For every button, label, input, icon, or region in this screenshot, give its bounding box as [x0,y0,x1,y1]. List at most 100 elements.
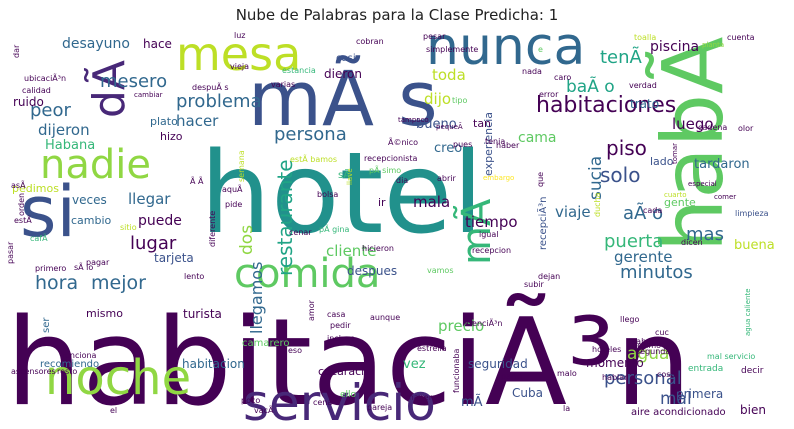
cloud-word: piso [606,136,647,160]
cloud-word: ser [41,317,52,333]
cloud-word: pasar [6,241,15,264]
cloud-word: camarero [242,338,290,349]
cloud-word: lado [650,155,674,168]
cloud-word: habÃ [644,37,742,253]
cloud-word: Cuba [512,386,543,400]
cloud-word: agua caliente [744,288,752,336]
cloud-word: error [539,90,559,99]
cloud-word: poco [241,396,260,405]
cloud-word: dicen [681,238,703,247]
cloud-word: habitacion [182,357,245,371]
cloud-word: momento [586,356,644,370]
cloud-word: asÃ [11,180,26,190]
cloud-word: cambiar [134,91,163,99]
cloud-word: mÃ s [248,54,438,143]
cloud-word: tardaron [694,157,750,172]
cloud-word: mala [413,193,450,211]
cloud-word: restaurante [273,159,297,276]
cloud-word: Ã Ã [190,176,204,186]
cloud-word: hotel [200,129,483,259]
cloud-word: dos [237,225,257,255]
cloud-word: malo [557,369,577,378]
cloud-word: que [536,172,545,187]
cloud-word: incluso [327,334,355,343]
cloud-word: estrella [417,344,447,353]
cloud-word: mejor [91,272,146,294]
cloud-word: luz [234,31,246,40]
cloud-word: tampoco [398,116,429,124]
cloud-word: trato [630,97,659,111]
cloud-word: dÃ [83,60,135,118]
cloud-word: mÃ [461,394,483,410]
cloud-word: primero [35,264,66,273]
cloud-word: llave [346,168,354,185]
cloud-word: pareja [367,403,392,412]
cloud-word: agua [627,344,669,364]
cloud-word: despuÃ s [192,82,229,92]
cloud-word: subir [524,280,545,289]
cloud-word: hizo [160,130,183,143]
cloud-word: entrada [688,364,723,374]
cloud-word: noche [45,350,191,406]
cloud-word: sitio [120,223,137,232]
cloud-word: varias [271,80,295,89]
cloud-word: cenar [289,228,312,237]
cloud-word: dia [396,176,408,185]
cloud-word: puerta [604,231,663,252]
cloud-word: habitaciÃ³n [6,294,691,429]
cloud-word: hacer [176,112,219,130]
cloud-word: problema [176,91,262,112]
cloud-word: pedir [330,321,351,330]
cloud-word: creo [434,141,462,156]
cloud-word: mesero [100,71,167,92]
cloud-word: cadena [698,123,727,132]
cloud-word: Habana [45,138,95,153]
cloud-word: primera [676,387,723,401]
cloud-word: pÃ gina [319,224,349,234]
cloud-word: pues [453,140,472,149]
cloud-word: lugar [130,233,177,254]
cloud-word: cena [313,398,332,407]
cloud-word: recepcionista [364,154,418,163]
cloud-word: cobran [356,37,384,46]
cloud-word: abrir [437,174,456,183]
cloud-word: pequeÃ [436,122,463,131]
cloud-word: despues [347,264,397,278]
cloud-word: servicio [243,374,436,429]
cloud-word: dieron [324,67,362,81]
cloud-word: mismo [86,307,123,320]
cloud-word: mal [660,389,692,409]
cloud-word: hicieron [362,244,394,253]
cloud-word: pide [225,200,242,209]
cloud-word: limpieza [735,209,769,218]
cloud-word: mÃ [452,198,500,265]
cloud-word: casa [327,310,345,319]
cloud-word: vacÃ [254,405,274,415]
cloud-word: funciona [62,351,97,360]
cloud-word: precio [438,317,484,335]
cloud-word: dejan [538,272,560,281]
cloud-word: cuenta [727,33,755,42]
cloud-word: funcionaba [452,348,461,393]
cloud-word: cuc [655,328,669,337]
cloud-word: la [563,404,570,413]
cloud-word: embargo [483,174,514,182]
cloud-word: viaje [555,203,591,221]
cloud-word: desayuno [62,36,130,52]
cloud-word: planta [702,41,724,49]
cloud-word: recepciÃ³n [536,196,549,250]
cloud-word: hoteles [592,345,621,354]
cloud-word: cucaracha [318,365,375,378]
cloud-word: llego [620,315,639,324]
cloud-word: tomar [671,143,679,164]
cloud-word: bueno [416,117,457,132]
cloud-word: recepcion [472,246,511,255]
cloud-word: pesimo [632,341,661,350]
cloud-word: ascensores [11,367,56,376]
cloud-word: orden [17,193,26,216]
cloud-word: resto [57,367,77,376]
cloud-word: estÃ bamos [290,154,337,164]
cloud-word: solo [600,163,640,187]
cloud-word: personal [604,368,682,389]
